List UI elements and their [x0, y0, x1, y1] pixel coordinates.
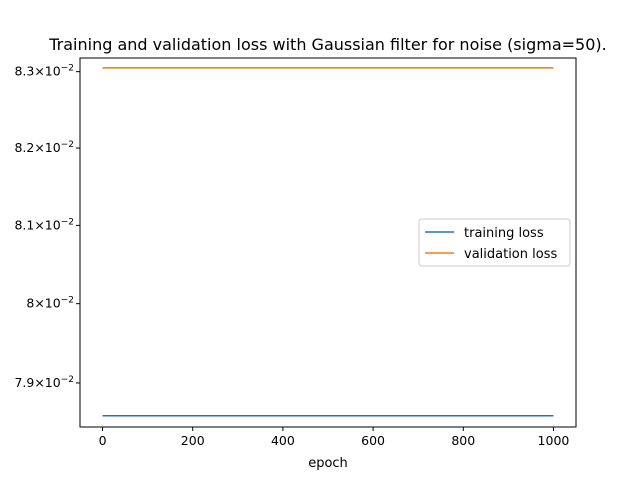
- y-tick-exponent: −2: [61, 217, 74, 227]
- y-tick-exponent: −2: [61, 375, 74, 385]
- y-tick-mantissa: 8: [26, 296, 34, 311]
- y-tick-exponent: −2: [61, 140, 74, 150]
- x-tick-label: 600: [361, 433, 385, 448]
- legend-label-0: training loss: [464, 226, 544, 241]
- y-tick-mantissa: 7.9: [14, 375, 34, 390]
- legend-box: [418, 218, 571, 267]
- y-tick-times: ×10: [34, 140, 60, 155]
- x-axis-label: epoch: [308, 456, 348, 471]
- y-tick-times: ×10: [34, 375, 60, 390]
- y-tick-label: 8.1×10−2: [14, 217, 74, 232]
- plot-lines: [102, 67, 554, 417]
- y-axis: 7.9×10−28×10−28.1×10−28.2×10−28.3×10−2: [14, 64, 80, 390]
- y-tick-times: ×10: [34, 217, 60, 232]
- y-tick-exponent: −2: [61, 296, 74, 306]
- y-tick-label: 7.9×10−2: [14, 375, 74, 390]
- y-tick-mantissa: 8.1: [14, 217, 34, 232]
- legend: training loss validation loss: [418, 218, 571, 267]
- x-tick-label: 1000: [538, 433, 570, 448]
- x-tick-label: 200: [181, 433, 205, 448]
- y-tick-times: ×10: [34, 296, 60, 311]
- y-tick-label: 8×10−2: [26, 296, 74, 311]
- legend-label-1: validation loss: [464, 247, 557, 262]
- x-axis: 0 200 400 600 800 1000: [99, 427, 570, 448]
- y-tick-exponent: −2: [61, 64, 74, 74]
- plot-frame: [79, 57, 577, 428]
- chart-title: Training and validation loss with Gaussi…: [48, 35, 606, 54]
- x-tick-label: 400: [271, 433, 295, 448]
- x-tick-label: 800: [451, 433, 475, 448]
- y-tick-label: 8.2×10−2: [14, 140, 74, 155]
- y-tick-mantissa: 8.3: [14, 64, 34, 79]
- y-tick-times: ×10: [34, 64, 60, 79]
- x-tick-label: 0: [99, 433, 107, 448]
- y-tick-mantissa: 8.2: [14, 140, 34, 155]
- y-tick-label: 8.3×10−2: [14, 64, 74, 79]
